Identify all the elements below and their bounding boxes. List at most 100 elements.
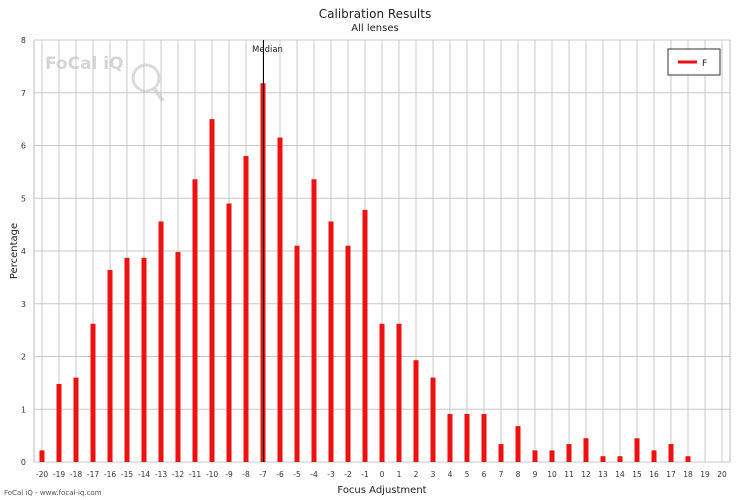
bar bbox=[464, 413, 470, 462]
x-tick-label: -13 bbox=[155, 470, 167, 479]
x-tick-label: -16 bbox=[104, 470, 116, 479]
legend-label: F bbox=[702, 59, 707, 69]
x-tick-label: 7 bbox=[499, 470, 504, 479]
y-tick-label: 1 bbox=[21, 405, 26, 414]
x-tick-label: 19 bbox=[700, 470, 710, 479]
x-tick-label: 18 bbox=[683, 470, 693, 479]
median-marker: Median bbox=[252, 40, 283, 462]
bar bbox=[447, 413, 453, 462]
chart-subtitle: All lenses bbox=[351, 23, 398, 34]
x-tick-label: 1 bbox=[397, 470, 402, 479]
bar bbox=[685, 456, 691, 462]
y-tick-label: 0 bbox=[21, 458, 26, 467]
y-tick-label: 6 bbox=[21, 142, 26, 151]
x-tick-label: -9 bbox=[225, 470, 233, 479]
x-tick-label: 6 bbox=[482, 470, 487, 479]
bar bbox=[90, 323, 96, 462]
bar bbox=[481, 413, 487, 462]
x-tick-label: 12 bbox=[581, 470, 591, 479]
bar bbox=[430, 377, 436, 462]
x-tick-label: 15 bbox=[632, 470, 642, 479]
x-tick-label: -17 bbox=[87, 470, 99, 479]
footer-credit: FoCal iQ - www.focal-iq.com bbox=[4, 489, 102, 497]
bar bbox=[668, 444, 674, 462]
bar bbox=[107, 269, 113, 462]
bar bbox=[124, 257, 130, 462]
x-tick-label: 17 bbox=[666, 470, 676, 479]
bar bbox=[345, 245, 351, 462]
bar bbox=[413, 360, 419, 462]
x-axis-label: Focus Adjustment bbox=[337, 485, 426, 496]
watermark-text: FoCal iQ bbox=[45, 54, 124, 74]
bar bbox=[294, 245, 300, 462]
x-tick-label: -18 bbox=[70, 470, 82, 479]
x-tick-label: -5 bbox=[293, 470, 301, 479]
chart-title: Calibration Results bbox=[319, 7, 431, 21]
bar bbox=[39, 450, 45, 462]
bar bbox=[651, 450, 657, 462]
y-tick-label: 8 bbox=[21, 36, 26, 45]
bar bbox=[498, 444, 504, 462]
focal-iq-logo: FoCal iQ bbox=[45, 54, 165, 103]
y-tick-label: 7 bbox=[21, 89, 26, 98]
x-tick-label: 16 bbox=[649, 470, 659, 479]
bar bbox=[158, 221, 164, 462]
x-tick-label: -19 bbox=[53, 470, 65, 479]
bar bbox=[549, 450, 555, 462]
x-tick-label: 13 bbox=[598, 470, 608, 479]
x-tick-label: 20 bbox=[717, 470, 727, 479]
x-tick-label: -4 bbox=[310, 470, 318, 479]
bar bbox=[600, 456, 606, 462]
x-tick-label: -8 bbox=[242, 470, 250, 479]
x-tick-label: 0 bbox=[380, 470, 385, 479]
x-tick-label: -2 bbox=[344, 470, 352, 479]
x-tick-label: -12 bbox=[172, 470, 184, 479]
bar bbox=[73, 377, 79, 462]
bar bbox=[617, 456, 623, 462]
bar bbox=[566, 444, 572, 462]
bar bbox=[243, 156, 249, 463]
x-tick-label: 4 bbox=[448, 470, 453, 479]
x-tick-label: 9 bbox=[533, 470, 538, 479]
x-tick-label: 10 bbox=[547, 470, 557, 479]
bar bbox=[56, 383, 62, 462]
legend: F bbox=[667, 48, 721, 76]
median-label: Median bbox=[252, 45, 283, 55]
bar bbox=[532, 450, 538, 462]
x-tick-label: -1 bbox=[361, 470, 369, 479]
bar bbox=[311, 179, 317, 462]
x-tick-label: -11 bbox=[189, 470, 201, 479]
x-tick-label: -10 bbox=[206, 470, 218, 479]
x-tick-label: 14 bbox=[615, 470, 625, 479]
bar bbox=[209, 119, 215, 462]
x-tick-label: -14 bbox=[138, 470, 150, 479]
bar bbox=[396, 323, 402, 462]
x-tick-label: -7 bbox=[259, 470, 267, 479]
y-tick-label: 2 bbox=[21, 353, 26, 362]
bar bbox=[362, 209, 368, 462]
y-tick-label: 4 bbox=[21, 247, 26, 256]
bar bbox=[515, 426, 521, 462]
bar bbox=[328, 221, 334, 462]
y-tick-label: 3 bbox=[21, 300, 26, 309]
x-tick-label: 3 bbox=[431, 470, 436, 479]
y-axis-label: Percentage bbox=[9, 223, 20, 279]
x-tick-label: 2 bbox=[414, 470, 419, 479]
bar bbox=[634, 438, 640, 462]
x-tick-label: -3 bbox=[327, 470, 335, 479]
bar bbox=[277, 137, 283, 462]
x-tick-label: -20 bbox=[36, 470, 48, 479]
y-tick-label: 5 bbox=[21, 194, 26, 203]
bar bbox=[141, 257, 147, 462]
x-tick-label: 11 bbox=[564, 470, 574, 479]
x-tick-label: -6 bbox=[276, 470, 284, 479]
x-tick-label: 5 bbox=[465, 470, 470, 479]
bar bbox=[175, 252, 181, 462]
bar bbox=[379, 323, 385, 462]
x-tick-label: 8 bbox=[516, 470, 521, 479]
bar bbox=[583, 438, 589, 462]
bar bbox=[192, 179, 198, 462]
x-tick-label: -15 bbox=[121, 470, 133, 479]
